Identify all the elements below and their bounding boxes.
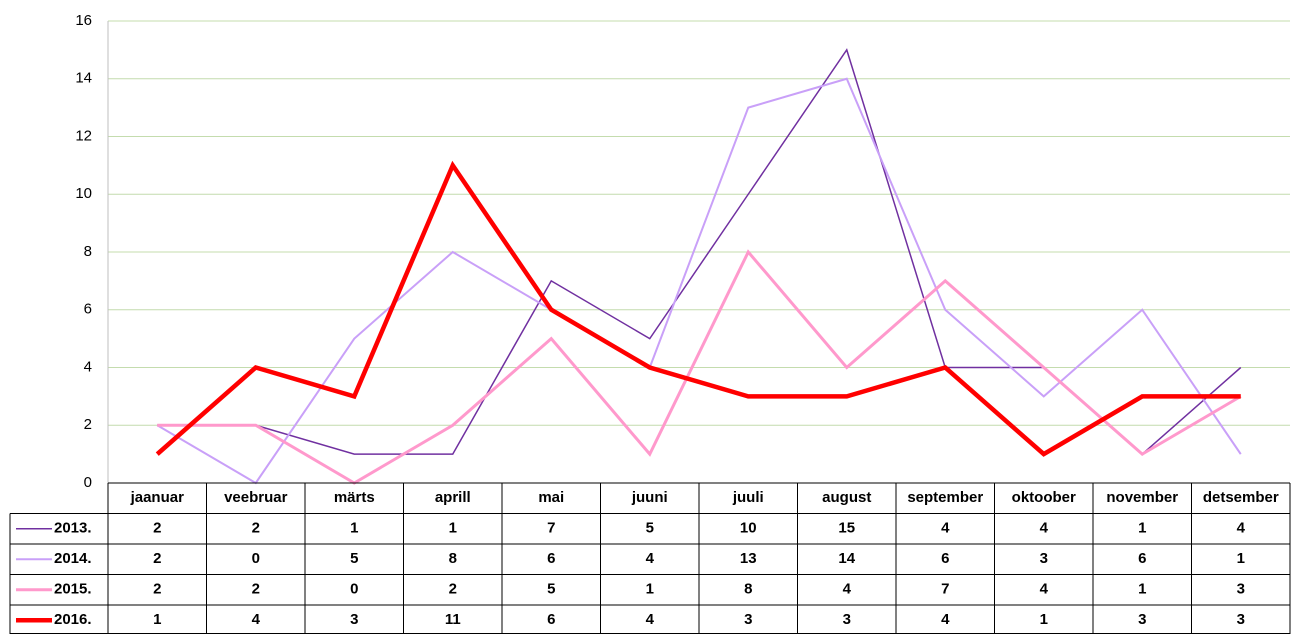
table-value: 1 xyxy=(350,520,358,537)
table-value: 5 xyxy=(350,550,358,567)
table-value: 5 xyxy=(646,520,654,537)
table-value: 2 xyxy=(153,520,161,537)
table-value: 1 xyxy=(646,581,654,598)
table-value: 11 xyxy=(445,611,461,628)
legend-label: 2015. xyxy=(54,581,92,598)
table-value: 4 xyxy=(941,611,950,628)
y-tick-label: 10 xyxy=(75,185,92,202)
table-value: 6 xyxy=(547,550,555,567)
table-value: 2 xyxy=(153,550,161,567)
table-value: 4 xyxy=(252,611,261,628)
x-tick-label: august xyxy=(822,489,871,506)
table-value: 3 xyxy=(1237,581,1245,598)
table-value: 4 xyxy=(1040,581,1049,598)
series-line xyxy=(155,160,1241,457)
table-value: 0 xyxy=(350,581,358,598)
x-tick-label: märts xyxy=(334,489,375,506)
x-tick-label: september xyxy=(907,489,983,506)
table-value: 3 xyxy=(1138,611,1146,628)
table-value: 1 xyxy=(1138,520,1146,537)
table-value: 13 xyxy=(740,550,757,567)
y-tick-label: 0 xyxy=(84,474,92,491)
table-value: 1 xyxy=(449,520,457,537)
table-value: 1 xyxy=(153,611,161,628)
x-tick-label: juuni xyxy=(631,489,668,506)
table-value: 1 xyxy=(1237,550,1245,567)
y-tick-label: 12 xyxy=(75,127,92,144)
x-tick-label: detsember xyxy=(1203,489,1279,506)
x-tick-label: juuli xyxy=(732,489,764,506)
y-tick-label: 8 xyxy=(84,243,92,260)
table-value: 3 xyxy=(1040,550,1048,567)
table-value: 3 xyxy=(843,611,851,628)
x-tick-label: mai xyxy=(538,489,564,506)
table-value: 2 xyxy=(449,581,457,598)
table-value: 2 xyxy=(252,520,260,537)
table-value: 15 xyxy=(838,520,855,537)
table-value: 4 xyxy=(941,520,950,537)
y-tick-label: 4 xyxy=(84,358,92,375)
x-tick-label: november xyxy=(1106,489,1178,506)
legend-label: 2013. xyxy=(54,520,92,537)
table-value: 8 xyxy=(744,581,752,598)
series-line xyxy=(157,249,1242,485)
table-value: 6 xyxy=(547,611,555,628)
table-value: 3 xyxy=(744,611,752,628)
table-value: 3 xyxy=(1237,611,1245,628)
table-value: 1 xyxy=(1040,611,1048,628)
table-value: 5 xyxy=(547,581,555,598)
table-value: 6 xyxy=(941,550,949,567)
table-value: 14 xyxy=(838,550,855,567)
table-value: 2 xyxy=(153,581,161,598)
table-value: 3 xyxy=(350,611,358,628)
x-tick-label: veebruar xyxy=(224,489,288,506)
table-value: 1 xyxy=(1138,581,1146,598)
y-tick-label: 16 xyxy=(75,12,92,29)
table-value: 10 xyxy=(740,520,757,537)
table-value: 7 xyxy=(941,581,949,598)
table-value: 2 xyxy=(252,581,260,598)
table-value: 0 xyxy=(252,550,260,567)
table-value: 8 xyxy=(449,550,457,567)
x-tick-label: jaanuar xyxy=(130,489,185,506)
table-value: 4 xyxy=(843,581,852,598)
y-tick-label: 2 xyxy=(84,416,92,433)
table-value: 4 xyxy=(1237,520,1246,537)
table-value: 4 xyxy=(1040,520,1049,537)
legend-label: 2016. xyxy=(54,611,92,628)
y-tick-label: 6 xyxy=(84,301,92,318)
y-tick-label: 14 xyxy=(75,70,92,87)
table-value: 6 xyxy=(1138,550,1146,567)
legend-label: 2014. xyxy=(54,550,92,567)
table-value: 4 xyxy=(646,550,655,567)
table-value: 7 xyxy=(547,520,555,537)
series-line xyxy=(156,77,1242,485)
table-value: 4 xyxy=(646,611,655,628)
x-tick-label: aprill xyxy=(435,489,471,506)
x-tick-label: oktoober xyxy=(1012,489,1076,506)
